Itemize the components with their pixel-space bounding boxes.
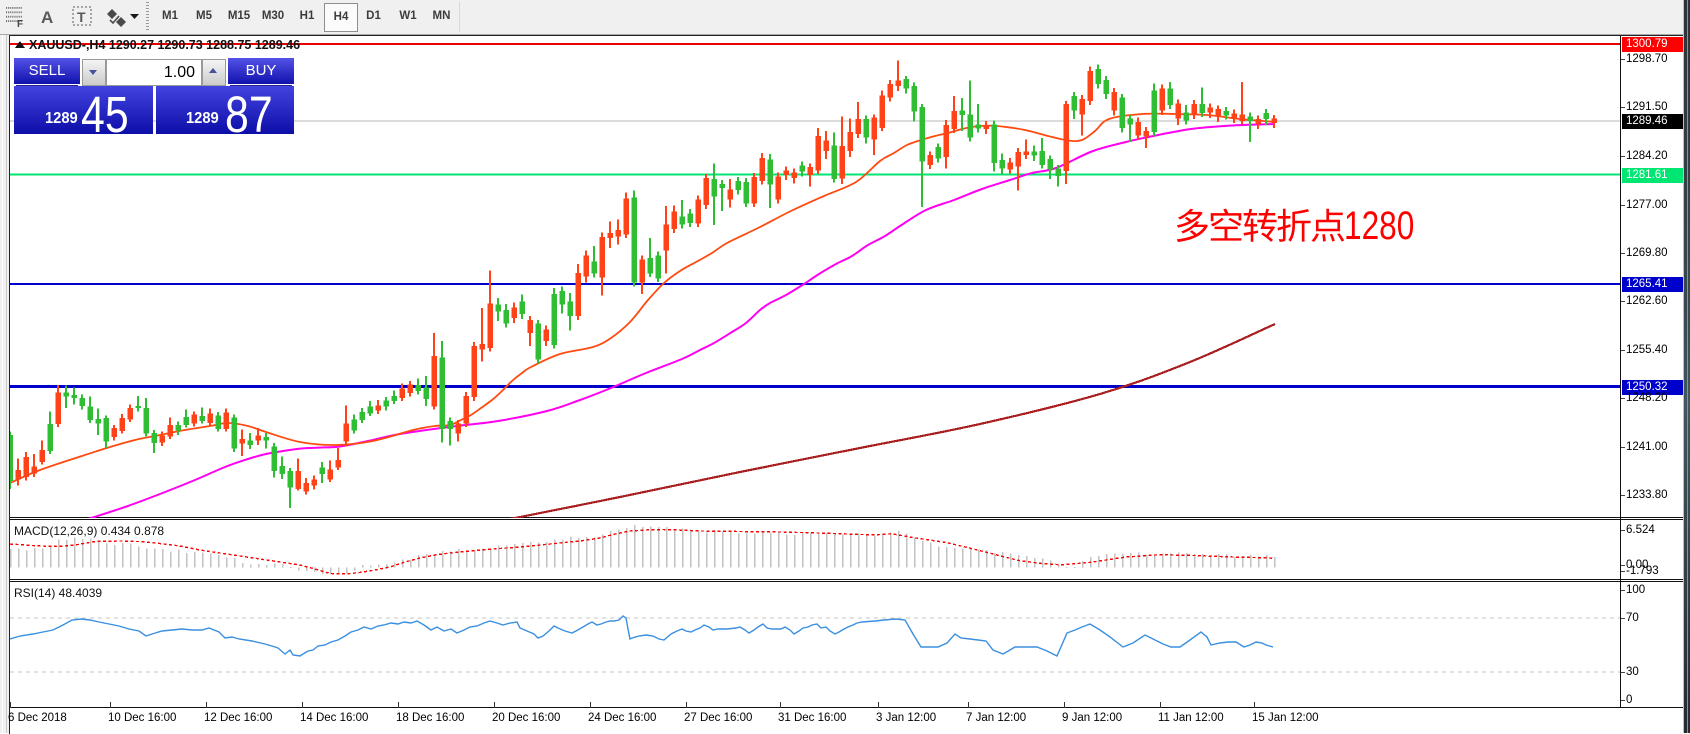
svg-text:A: A [41, 8, 53, 27]
svg-text:RSI(14) 48.4039: RSI(14) 48.4039 [14, 586, 102, 600]
svg-text:F: F [17, 19, 23, 30]
svg-text:XAUUSD-,H4 1290.27 1290.73 12: XAUUSD-,H4 1290.27 1290.73 1288.75 1289.… [29, 38, 300, 52]
svg-text:MACD(12,26,9) 0.434 0.878: MACD(12,26,9) 0.434 0.878 [14, 524, 164, 538]
svg-text:T: T [77, 9, 86, 25]
svg-text:1280: 1280 [1344, 202, 1414, 247]
